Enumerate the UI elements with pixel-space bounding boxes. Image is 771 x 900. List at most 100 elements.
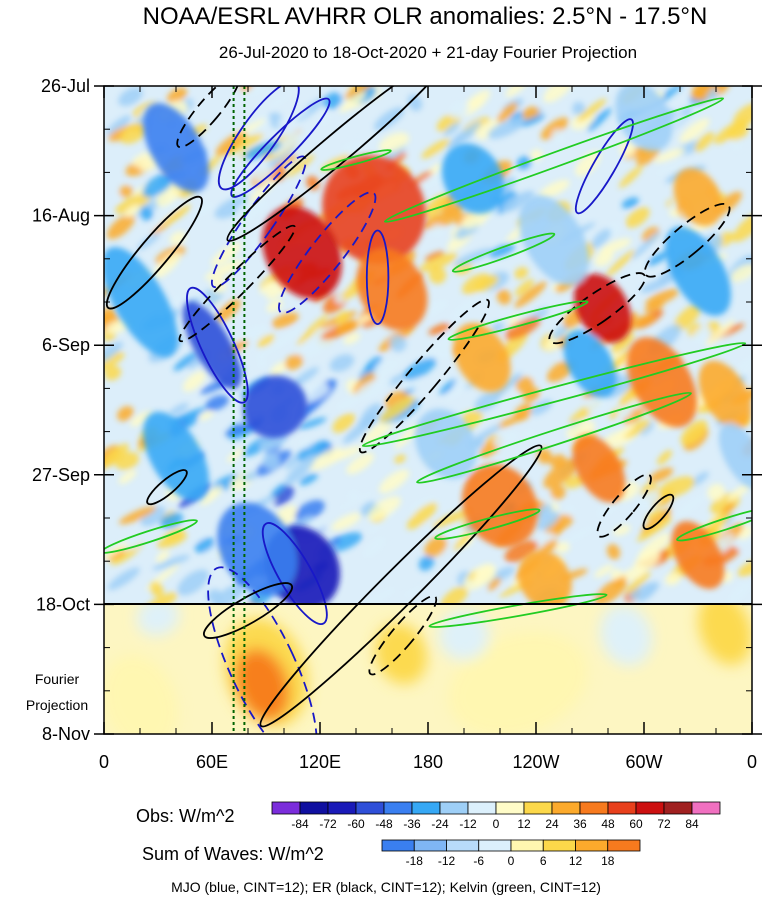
- obs-anomaly-blob: [205, 395, 229, 411]
- projection-anomaly-feature: [600, 605, 652, 666]
- obs-anomaly-feature: [262, 206, 342, 300]
- obs-anomaly-blob: [296, 314, 329, 346]
- obs-anomaly-feature: [356, 248, 428, 331]
- obs-anomaly-blob: [418, 555, 435, 571]
- obs-anomaly-blob: [124, 204, 141, 218]
- obs-anomaly-blob: [640, 277, 672, 293]
- obs-anomaly-blob: [428, 323, 451, 335]
- obs-anomaly-blob: [606, 544, 621, 560]
- y-axis-labels: 26-Jul 16-Aug 6-Sep 27-Sep 18-Oct 8-Nov: [32, 76, 90, 744]
- obs-anomaly-blob: [284, 354, 304, 370]
- obs-anomaly-blob: [496, 102, 518, 123]
- y-tick-label: 16-Aug: [32, 206, 90, 226]
- colorbar-tick-label: -24: [431, 817, 449, 831]
- obs-anomaly-blob: [140, 206, 154, 221]
- obs-anomaly-blob: [649, 467, 674, 483]
- obs-anomaly-blob: [232, 323, 271, 346]
- obs-anomaly-blob: [107, 567, 140, 590]
- obs-anomaly-blob: [428, 266, 447, 284]
- wave-contour: [207, 566, 318, 734]
- obs-anomaly-blob: [625, 207, 650, 228]
- obs-anomaly-blob: [389, 334, 407, 352]
- colorbar-tick-label: 48: [601, 817, 615, 831]
- obs-anomaly-blob: [635, 490, 661, 511]
- obs-anomaly-blob: [173, 351, 199, 372]
- obs-anomaly-blob: [336, 490, 375, 511]
- obs-anomaly-blob: [328, 445, 363, 462]
- obs-anomaly-blob: [346, 488, 360, 499]
- colorbar-swatch: [607, 839, 641, 852]
- obs-anomaly-blob: [543, 86, 573, 103]
- obs-anomaly-blob: [144, 592, 178, 604]
- obs-anomaly-blob: [731, 353, 752, 379]
- wave-contour: [548, 272, 647, 345]
- footer-legend: MJO (blue, CINT=12); ER (black, CINT=12)…: [171, 879, 601, 895]
- obs-anomaly-blob: [331, 512, 362, 531]
- obs-anomaly-blob: [729, 136, 743, 152]
- x-tick-label: 180: [413, 752, 443, 772]
- obs-anomaly-blob: [703, 510, 732, 536]
- projection-anomaly-feature: [104, 655, 178, 734]
- obs-anomaly-blob: [267, 90, 294, 110]
- obs-anomaly-blob: [504, 540, 539, 563]
- wave-contour: [416, 391, 692, 484]
- obs-anomaly-blob: [115, 192, 152, 214]
- colorbar-tick-label: 12: [569, 854, 583, 868]
- obs-anomaly-blob: [495, 413, 528, 429]
- obs-anomaly-blob: [362, 535, 387, 559]
- obs-anomaly-blob: [118, 469, 137, 484]
- obs-anomaly-blob: [452, 531, 473, 551]
- obs-anomaly-blob: [403, 357, 437, 380]
- obs-anomaly-blob: [194, 537, 215, 553]
- obs-anomaly-blob: [543, 458, 580, 489]
- obs-anomaly-blob: [487, 117, 525, 139]
- obs-anomaly-blob: [505, 158, 543, 184]
- obs-anomaly-blob: [637, 532, 671, 562]
- colorbar-tick-label: -12: [438, 854, 456, 868]
- waves-colorbar: -18 -12 -6 0 6 12 18: [381, 839, 641, 868]
- x-tick-label: 0: [747, 752, 757, 772]
- obs-anomaly-blob: [367, 496, 401, 521]
- obs-anomaly-blob: [104, 341, 123, 365]
- obs-anomaly-blob: [673, 304, 701, 332]
- colorbar-swatch: [439, 801, 469, 815]
- obs-anomaly-blob: [130, 410, 154, 427]
- obs-anomaly-blob: [443, 386, 465, 402]
- colorbar-tick-label: -72: [319, 817, 337, 831]
- obs-anomaly-blob: [424, 251, 445, 262]
- obs-anomaly-blob: [271, 131, 303, 156]
- colorbar-swatch: [523, 801, 553, 815]
- obs-anomaly-blob: [299, 473, 318, 486]
- obs-anomaly-blob: [623, 402, 647, 425]
- colorbar-tick-label: -12: [459, 817, 477, 831]
- obs-anomaly-blob: [551, 129, 566, 146]
- x-tick-label: 120E: [299, 752, 341, 772]
- obs-anomaly-blob: [297, 441, 330, 462]
- obs-anomaly-blob: [638, 584, 658, 603]
- y-tick-label: 27-Sep: [32, 465, 90, 485]
- wave-contour: [320, 149, 392, 171]
- projection-label-line1: Fourier: [35, 671, 80, 687]
- obs-anomaly-blob: [430, 224, 445, 238]
- wave-contour: [642, 493, 675, 530]
- projection-anomaly-feature: [698, 604, 752, 665]
- obs-anomaly-blob: [657, 450, 672, 465]
- obs-anomaly-feature: [673, 168, 723, 226]
- obs-anomaly-blob: [194, 201, 215, 217]
- obs-anomaly-blob: [366, 509, 396, 535]
- projection-anomaly-feature: [375, 623, 427, 685]
- obs-anomaly-blob: [210, 276, 227, 294]
- obs-anomaly-blob: [462, 273, 490, 295]
- obs-anomaly-blob: [299, 417, 327, 430]
- obs-anomaly-blob: [394, 423, 421, 449]
- obs-anomaly-blob: [453, 248, 493, 267]
- colorbar-swatch: [495, 801, 525, 815]
- obs-anomaly-blob: [707, 483, 725, 501]
- obs-anomaly-blob: [521, 114, 546, 127]
- obs-anomaly-blob: [161, 204, 191, 227]
- obs-anomaly-blob: [600, 238, 632, 254]
- obs-anomaly-blob: [438, 344, 458, 361]
- colorbar-swatch: [478, 839, 512, 852]
- obs-anomaly-feature: [718, 422, 752, 490]
- obs-anomaly-blob: [646, 509, 662, 520]
